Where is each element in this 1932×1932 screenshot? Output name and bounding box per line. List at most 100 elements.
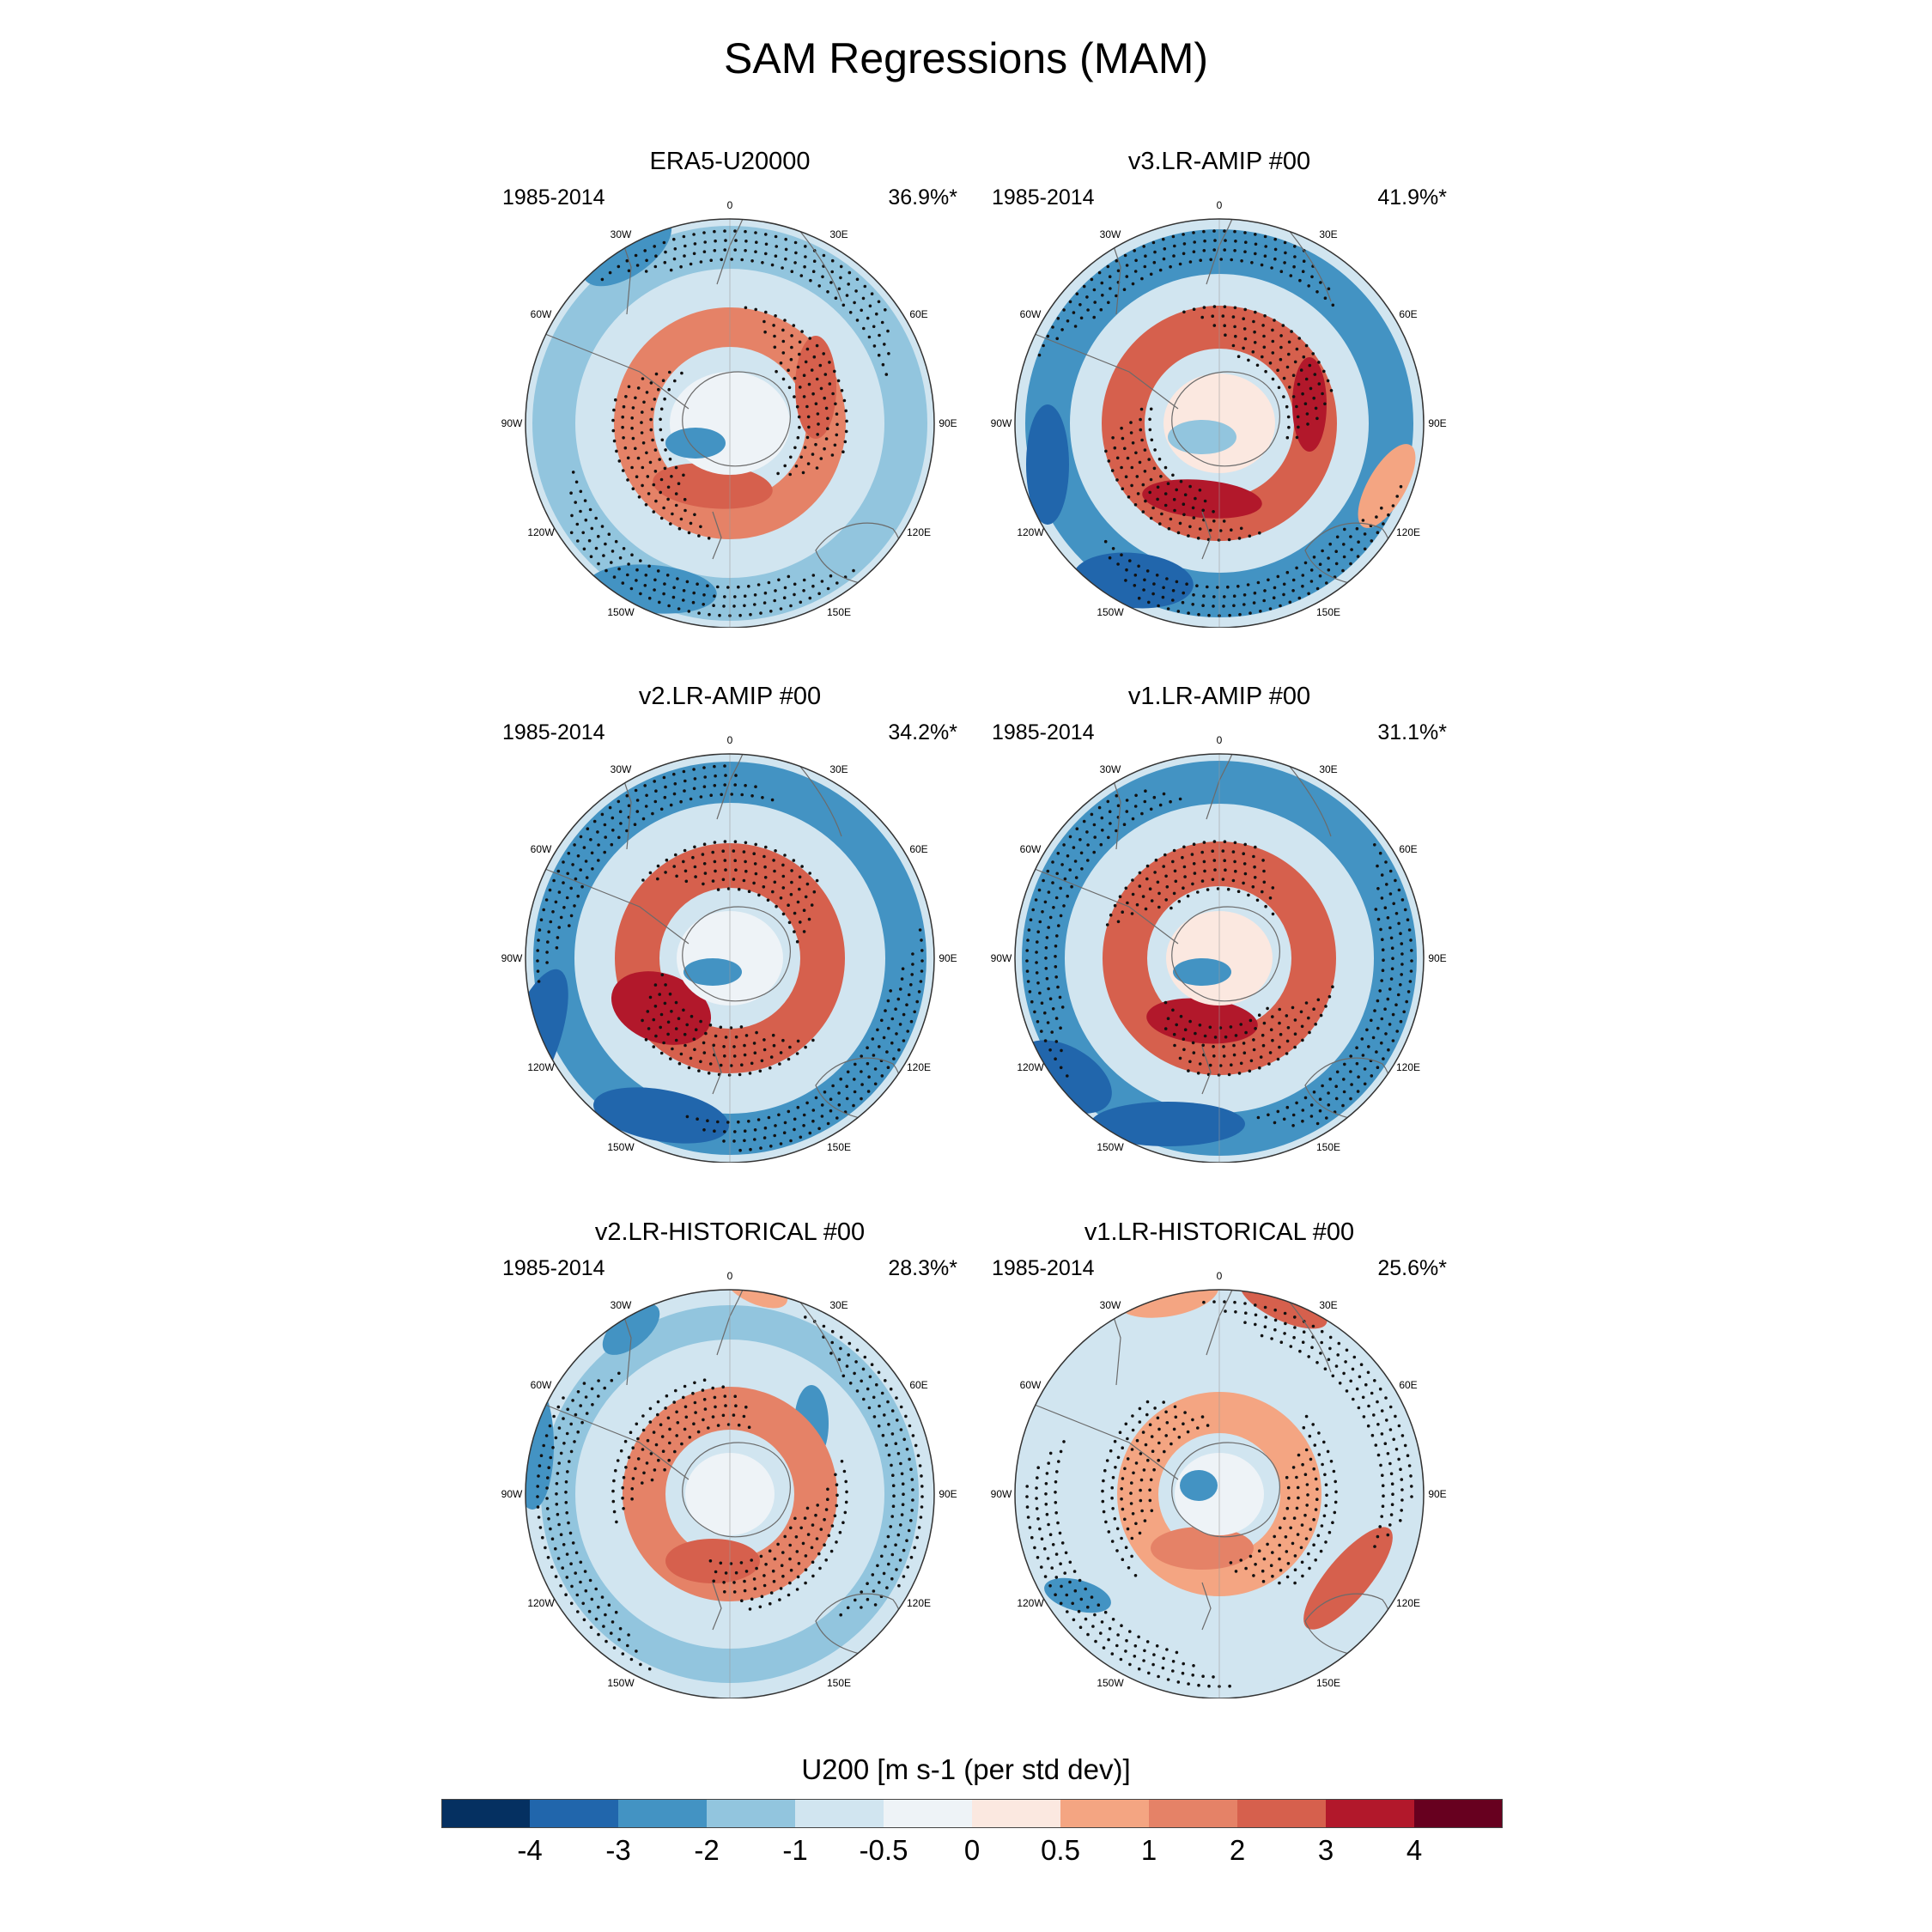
longitude-label: 150W: [1097, 1677, 1124, 1689]
positive-anomaly: [1151, 1527, 1254, 1570]
significance-stippling: [1025, 789, 1413, 1127]
longitude-label: 30W: [1100, 1299, 1121, 1311]
longitude-label: 120W: [527, 526, 555, 538]
panel-title: ERA5-U20000: [649, 148, 811, 175]
colorbar-tick-label: -3: [605, 1834, 631, 1866]
polar-stereo-map: 030E60E90E120E150E180150W120W90W60W30W: [501, 734, 957, 1163]
negative-anomaly: [665, 428, 726, 459]
positive-anomaly: [1121, 701, 1198, 732]
longitude-label: 60W: [531, 308, 552, 320]
longitude-label: 120W: [527, 1597, 555, 1609]
significance-stippling: [536, 764, 924, 1152]
colorbar: [441, 1799, 1503, 1828]
negative-anomaly: [683, 958, 742, 986]
panel-variance: 25.6%*: [1377, 1256, 1447, 1280]
panel-title: v2.LR-HISTORICAL #00: [594, 1218, 866, 1246]
colorbar-tick-label: -4: [517, 1834, 543, 1866]
significance-stippling: [569, 229, 890, 617]
colorbar-tick-label: 0: [963, 1834, 981, 1866]
colorbar-tick-label: 0.5: [1041, 1834, 1080, 1866]
longitude-label: 60E: [909, 308, 927, 320]
colorbar-swatch: [530, 1799, 619, 1828]
map-frame: [1014, 218, 1425, 628]
panel-title: v1.LR-AMIP #00: [1127, 683, 1311, 710]
longitude-label: 90E: [939, 417, 957, 429]
longitude-label: 150W: [607, 1141, 635, 1153]
positive-anomaly: [1142, 479, 1262, 519]
colorbar-swatch: [1060, 1799, 1150, 1828]
negative-anomaly: [1180, 1470, 1218, 1501]
colorbar-swatch: [1237, 1799, 1327, 1828]
longitude-label: 60E: [1399, 308, 1417, 320]
panel-title: v1.LR-HISTORICAL #00: [1084, 1218, 1355, 1246]
longitude-label: 120W: [1017, 1061, 1044, 1073]
colorbar-swatch: [1326, 1799, 1415, 1828]
panel-variance: 31.1%*: [1377, 720, 1447, 744]
positive-anomaly: [1303, 1527, 1393, 1630]
longitude-label: 120W: [527, 1061, 555, 1073]
panel-variance: 36.9%*: [888, 185, 957, 210]
longitude-label: 0: [1217, 734, 1223, 746]
longitude-label: 120W: [1017, 1597, 1044, 1609]
polar-stereo-map: 030E60E90E120E150E180150W120W90W60W30W: [991, 1270, 1447, 1698]
map-panel-era5: ERA5-U20000 1985-2014 36.9%* 0 30E 60E 90E 1…: [455, 147, 1005, 628]
panel-variance: 41.9%*: [1377, 185, 1447, 210]
colorbar-tick-label: 2: [1229, 1834, 1246, 1866]
negative-anomaly: [593, 1087, 729, 1144]
longitude-label: 30W: [611, 1299, 632, 1311]
map-frame: [1014, 753, 1425, 1163]
positive-anomaly: [1064, 176, 1152, 212]
positive-anomaly: [1358, 444, 1416, 528]
longitude-label: 120E: [1396, 1061, 1420, 1073]
longitude-label: 30W: [611, 228, 632, 240]
longitude-label: 150E: [827, 1677, 851, 1689]
longitude-label: 60W: [1020, 843, 1042, 855]
longitude-label: 30E: [1319, 1299, 1337, 1311]
colorbar-tick-label: 1: [1140, 1834, 1157, 1866]
colorbar-swatch: [441, 1799, 531, 1828]
longitude-label: 60E: [909, 1379, 927, 1391]
panel-title: v2.LR-AMIP #00: [638, 683, 822, 710]
longitude-label: 60E: [1399, 1379, 1417, 1391]
colorbar-swatch: [972, 1799, 1061, 1828]
map-frame: [525, 753, 935, 1163]
colorbar-tick-label: -2: [694, 1834, 720, 1866]
longitude-label: 60W: [531, 1379, 552, 1391]
map-panel-v2-historical: v2.LR-HISTORICAL #00 1985-2014 28.3%* 0 3…: [455, 1218, 1005, 1698]
positive-anomaly: [723, 1290, 788, 1309]
longitude-label: 30E: [829, 228, 848, 240]
panel-variance: 34.2%*: [888, 720, 957, 744]
map-panel-v1-amip: v1.LR-AMIP #00 1985-2014 31.1%* 0 30E 60E 9…: [945, 682, 1494, 1163]
colorbar-tick-label: 4: [1406, 1834, 1423, 1866]
longitude-label: 90E: [1428, 417, 1446, 429]
longitude-label: 60E: [1399, 843, 1417, 855]
colorbar-frame: [441, 1799, 1503, 1828]
map-panel-v3-amip: v3.LR-AMIP #00 1985-2014 41.9%* 0 30E 60E 9…: [945, 147, 1494, 628]
longitude-label: 120W: [1017, 526, 1044, 538]
longitude-label: 30E: [1319, 228, 1337, 240]
longitude-label: 30E: [829, 763, 848, 775]
map-frame: [525, 218, 935, 628]
map-frame: [525, 1289, 935, 1698]
longitude-label: 120E: [907, 1597, 931, 1609]
longitude-label: 150W: [607, 1677, 635, 1689]
colorbar-tick-label: -1: [782, 1834, 808, 1866]
polar-stereo-map: 030E60E90E120E150E180150W120W90W60W30W: [501, 199, 957, 628]
negative-anomaly: [1091, 1102, 1245, 1146]
colorbar-swatch: [884, 1799, 973, 1828]
longitude-label: 90E: [939, 952, 957, 964]
longitude-label: 30E: [1319, 763, 1337, 775]
colorbar-swatch: [795, 1799, 884, 1828]
longitude-label: 150E: [1316, 1141, 1340, 1153]
longitude-label: 150E: [827, 1141, 851, 1153]
colorbar-swatch: [618, 1799, 708, 1828]
longitude-label: 30E: [829, 1299, 848, 1311]
map-panel-v1-historical: v1.LR-HISTORICAL #00 1985-2014 25.6%* 0 3…: [945, 1218, 1494, 1698]
polar-stereo-map: 030E60E90E120E150E180150W120W90W60W30W: [501, 1270, 957, 1698]
longitude-label: 90W: [501, 1488, 523, 1500]
longitude-label: 30W: [1100, 763, 1121, 775]
longitude-label: 0: [1217, 1270, 1223, 1282]
longitude-label: 90W: [991, 1488, 1012, 1500]
longitude-label: 150E: [1316, 606, 1340, 618]
longitude-label: 0: [727, 199, 733, 211]
